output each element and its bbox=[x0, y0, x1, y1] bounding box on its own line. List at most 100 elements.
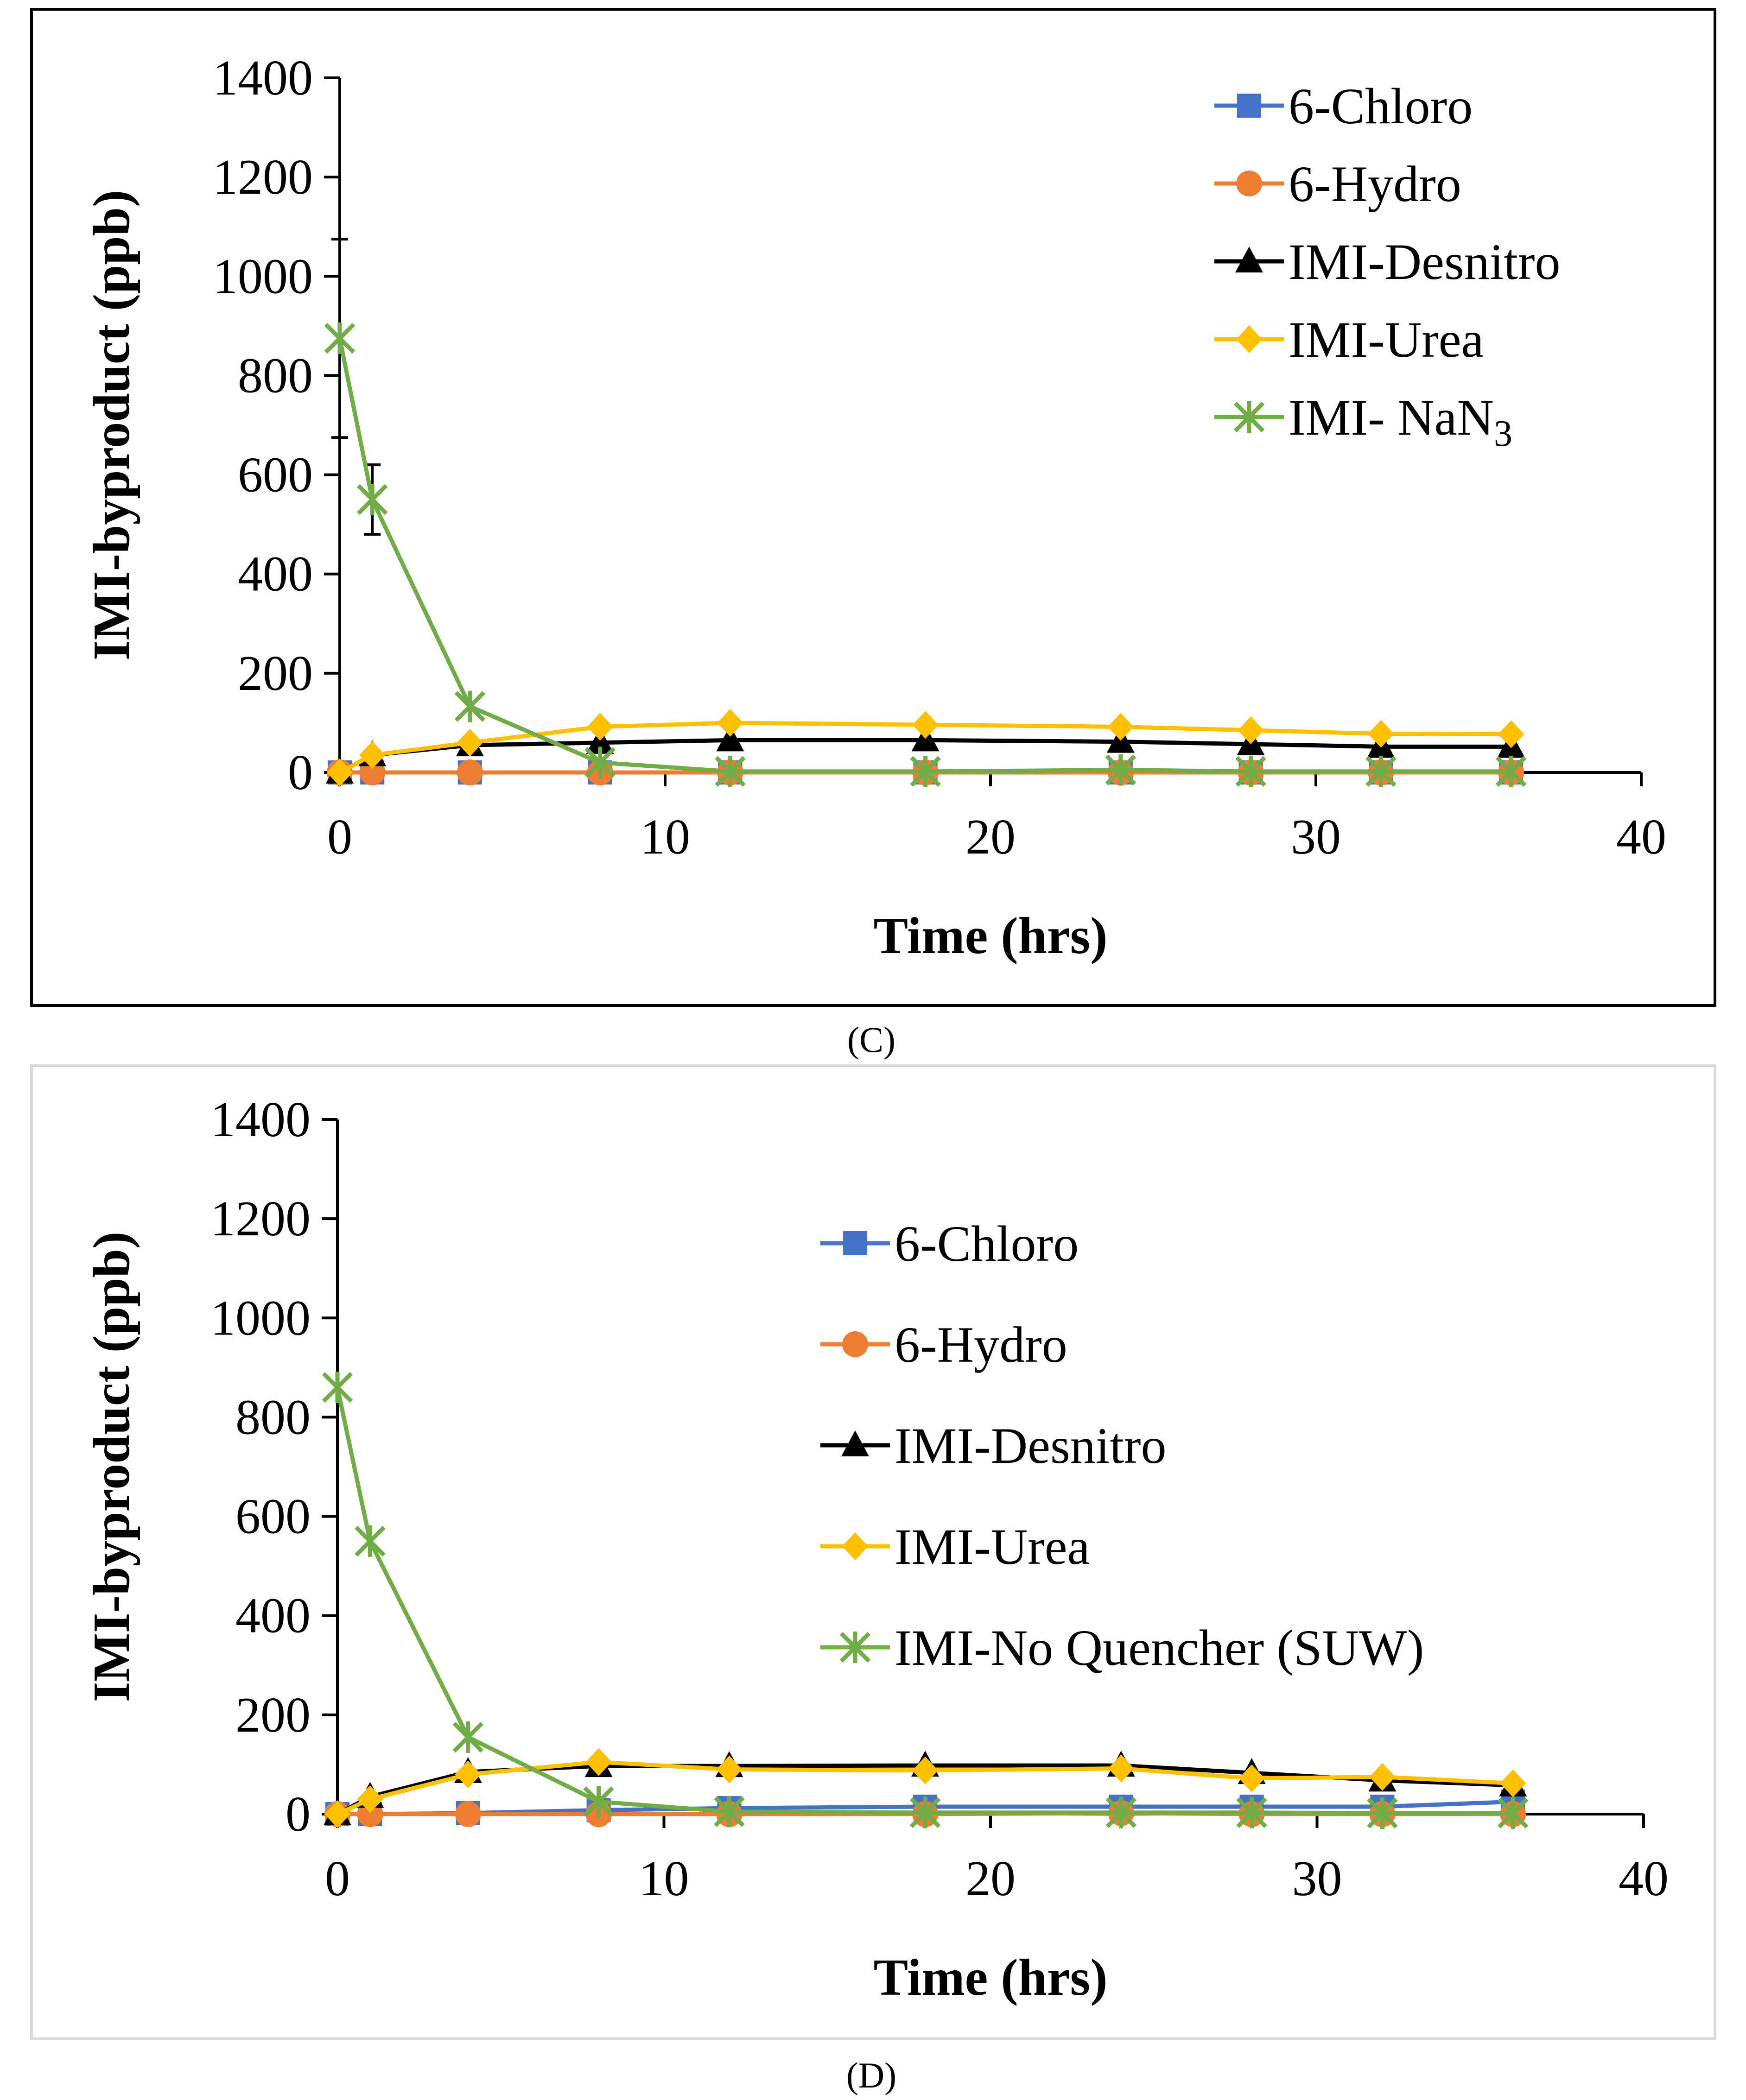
data-point bbox=[1368, 720, 1394, 748]
data-point bbox=[1498, 1797, 1529, 1829]
legend-marker bbox=[1235, 247, 1263, 272]
x-tick-label: 10 bbox=[640, 810, 690, 865]
y-tick-label: 200 bbox=[238, 646, 313, 701]
legend-item: IMI-Urea bbox=[1214, 311, 1484, 368]
x-tick-label: 0 bbox=[325, 1851, 350, 1906]
data-point bbox=[359, 741, 386, 769]
x-tick-label: 0 bbox=[327, 810, 352, 865]
data-point bbox=[1107, 713, 1134, 741]
x-tick-label: 20 bbox=[965, 810, 1016, 865]
data-point bbox=[1235, 755, 1266, 787]
data-point bbox=[910, 755, 941, 787]
x-tick-label: 10 bbox=[639, 1851, 689, 1906]
legend-marker bbox=[843, 1231, 867, 1255]
data-point bbox=[1238, 716, 1264, 744]
data-point bbox=[716, 725, 744, 752]
data-point bbox=[584, 746, 616, 778]
y-tick-label: 400 bbox=[235, 1588, 311, 1644]
legend-item: IMI-Urea bbox=[820, 1518, 1090, 1575]
series-4 bbox=[324, 237, 1527, 787]
legend-label-subscript: 3 bbox=[1494, 413, 1512, 454]
chart-c: 0 200 400 600 800 1000 1200 1400 0 10 20 30 40 Time (… bbox=[83, 51, 1666, 965]
legend: 6-Chloro 6-Hydro IMI-Desnitro IMI-Urea IMI- … bbox=[1214, 78, 1561, 454]
y-tick-label: 1400 bbox=[210, 1092, 311, 1147]
series-3 bbox=[324, 1748, 1526, 1828]
panel-c-frame bbox=[30, 8, 1716, 1007]
legend-marker bbox=[1236, 171, 1262, 196]
y-tick-label: 1200 bbox=[213, 150, 313, 205]
legend-label: IMI-Urea bbox=[895, 1518, 1090, 1575]
legend-label: IMI-Desnitro bbox=[1289, 234, 1561, 290]
legend-label: IMI-No Quencher (SUW) bbox=[895, 1619, 1424, 1676]
series-line bbox=[335, 1387, 1513, 1815]
data-point bbox=[1238, 1764, 1265, 1792]
data-point bbox=[455, 1760, 481, 1789]
legend-item: 6-Chloro bbox=[1214, 78, 1473, 134]
legend-label: IMI-Desnitro bbox=[895, 1417, 1167, 1474]
data-point bbox=[1369, 1763, 1396, 1791]
legend-item: IMI- NaN3 bbox=[1214, 389, 1512, 454]
legend-marker bbox=[842, 1532, 868, 1560]
data-point bbox=[909, 1796, 941, 1828]
legend-label: 6-Hydro bbox=[1289, 156, 1461, 212]
legend-label: 6-Chloro bbox=[895, 1215, 1079, 1272]
data-point bbox=[715, 755, 746, 787]
x-tick-label: 40 bbox=[1619, 1851, 1669, 1906]
data-point bbox=[454, 690, 485, 722]
panel-c-caption: (C) bbox=[847, 1019, 895, 1060]
legend-item: 6-Hydro bbox=[1214, 156, 1461, 212]
data-point bbox=[457, 759, 483, 785]
y-tick-label: 400 bbox=[238, 547, 313, 602]
data-point bbox=[1367, 1797, 1398, 1829]
data-point bbox=[586, 727, 614, 754]
data-point bbox=[324, 1800, 350, 1828]
x-tick-label: 40 bbox=[1616, 810, 1666, 865]
data-point bbox=[1108, 1754, 1134, 1783]
x-tick-label: 30 bbox=[1291, 810, 1341, 865]
legend-label: 6-Chloro bbox=[1289, 78, 1473, 134]
y-tick-label: 800 bbox=[235, 1390, 311, 1445]
data-point bbox=[1500, 1769, 1526, 1797]
legend-marker bbox=[839, 1632, 871, 1663]
legend: 6-Chloro 6-Hydro IMI-Desnitro IMI-Urea IMI-N… bbox=[820, 1215, 1424, 1676]
data-point bbox=[455, 1801, 481, 1827]
legend-marker bbox=[842, 1331, 868, 1357]
data-point bbox=[357, 1785, 383, 1813]
legend-item: IMI-Desnitro bbox=[820, 1417, 1167, 1474]
data-point bbox=[324, 323, 356, 354]
y-tick-label: 1400 bbox=[213, 51, 313, 106]
legend-item: 6-Chloro bbox=[820, 1215, 1079, 1272]
x-axis-title: Time (hrs) bbox=[874, 1949, 1108, 2006]
legend-marker bbox=[1233, 401, 1265, 433]
legend-label: 6-Hydro bbox=[895, 1316, 1067, 1373]
x-tick-label: 30 bbox=[1292, 1851, 1342, 1906]
legend-label-main: IMI- NaN bbox=[1289, 389, 1494, 446]
chart-d: 0 200 400 600 800 1000 1200 1400 0 10 20 30 40 Time (… bbox=[83, 1092, 1669, 2006]
x-axis-title: Time (hrs) bbox=[874, 907, 1108, 965]
data-point bbox=[1236, 1796, 1267, 1828]
legend-marker bbox=[1237, 94, 1261, 118]
y-tick-label: 200 bbox=[235, 1688, 311, 1743]
data-point bbox=[327, 759, 353, 786]
panel-d-frame bbox=[30, 1064, 1716, 2040]
legend-marker bbox=[1236, 325, 1262, 353]
data-point bbox=[1105, 1796, 1136, 1828]
data-point bbox=[717, 708, 743, 737]
data-point bbox=[714, 1796, 745, 1828]
y-tick-label: 600 bbox=[235, 1489, 311, 1544]
y-axis-title: IMI-byproduct (ppb) bbox=[83, 190, 140, 661]
data-point bbox=[322, 1372, 353, 1404]
legend-label: IMI-Urea bbox=[1289, 311, 1484, 368]
x-tick-label: 20 bbox=[965, 1851, 1016, 1906]
data-point bbox=[357, 484, 388, 516]
data-point bbox=[716, 1755, 743, 1784]
series-3 bbox=[327, 708, 1524, 786]
data-point bbox=[912, 711, 939, 739]
data-point bbox=[587, 713, 613, 741]
legend-label: IMI- NaN3 bbox=[1289, 389, 1512, 454]
data-point bbox=[1498, 720, 1524, 748]
data-point bbox=[457, 728, 483, 757]
data-point bbox=[355, 1525, 386, 1557]
data-point bbox=[1105, 754, 1136, 786]
